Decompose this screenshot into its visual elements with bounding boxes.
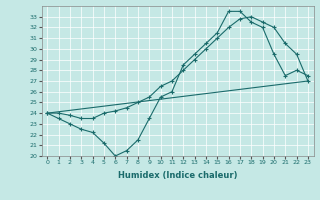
X-axis label: Humidex (Indice chaleur): Humidex (Indice chaleur) <box>118 171 237 180</box>
